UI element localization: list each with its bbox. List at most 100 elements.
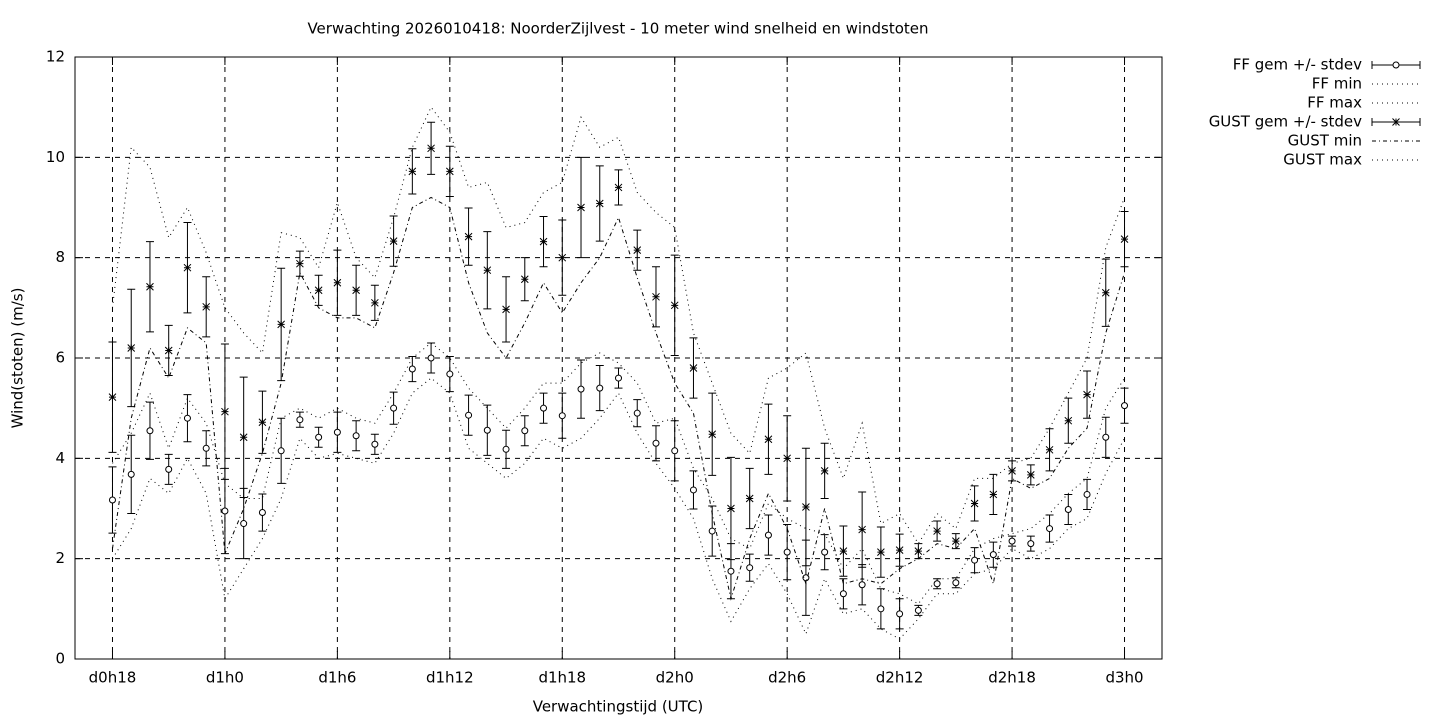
point <box>727 504 735 513</box>
point <box>783 454 792 463</box>
point <box>445 167 454 176</box>
point <box>764 531 772 539</box>
point <box>483 426 491 434</box>
legend-label: FF min <box>1312 75 1362 93</box>
point <box>202 302 211 311</box>
point <box>839 590 847 598</box>
y-tick-label: 6 <box>55 349 65 367</box>
point <box>127 344 136 352</box>
point <box>352 286 360 295</box>
x-tick-label: d3h0 <box>1105 669 1143 687</box>
point <box>745 494 754 503</box>
point <box>877 548 885 556</box>
point <box>502 305 510 314</box>
point <box>858 525 866 534</box>
point <box>277 320 286 329</box>
point <box>296 416 304 424</box>
point <box>1121 402 1129 410</box>
point <box>296 259 304 268</box>
point <box>614 183 623 192</box>
point <box>540 404 548 412</box>
point <box>764 435 773 444</box>
point <box>315 433 323 441</box>
point <box>408 365 416 373</box>
point <box>240 520 248 528</box>
x-tick-label: d2h12 <box>876 669 924 687</box>
point <box>895 546 904 554</box>
point <box>502 445 510 453</box>
point <box>108 496 116 504</box>
point <box>127 470 135 478</box>
point <box>633 246 642 254</box>
point <box>708 430 717 439</box>
point <box>1083 490 1091 498</box>
point <box>896 610 904 618</box>
legend-label: GUST max <box>1283 151 1362 169</box>
line <box>112 377 1125 640</box>
point <box>183 263 192 272</box>
point <box>746 564 754 572</box>
point <box>1083 390 1091 399</box>
point <box>183 414 191 422</box>
x-tick-label: d2h18 <box>988 669 1036 687</box>
point <box>239 433 248 442</box>
legend-label: FF gem +/- stdev <box>1233 56 1362 74</box>
line <box>111 106 1125 545</box>
point <box>427 144 435 153</box>
point <box>146 427 154 435</box>
x-tick-label: d1h0 <box>206 669 244 687</box>
point <box>521 427 529 435</box>
point <box>1064 416 1073 425</box>
point <box>558 412 566 420</box>
point <box>1045 445 1054 454</box>
legend-label: GUST min <box>1288 132 1362 150</box>
point <box>652 439 660 447</box>
point <box>989 551 997 559</box>
point <box>258 509 266 517</box>
x-tick-label: d1h6 <box>318 669 356 687</box>
point <box>1392 61 1400 69</box>
legend-label: FF max <box>1307 94 1362 112</box>
point <box>520 275 529 284</box>
y-axis-label: Wind(stoten) (m/s) <box>9 288 27 429</box>
point <box>333 278 342 287</box>
point <box>314 286 323 295</box>
point <box>951 537 960 545</box>
point <box>914 606 922 614</box>
chart-title: Verwachting 2026010418: NoorderZijlvest … <box>307 20 928 38</box>
point <box>577 203 585 212</box>
point <box>727 567 735 575</box>
point <box>165 465 173 473</box>
point <box>558 253 567 262</box>
point <box>633 409 641 417</box>
point <box>333 428 341 436</box>
point <box>464 232 473 241</box>
point <box>390 404 398 412</box>
point <box>1027 540 1035 548</box>
point <box>221 507 229 515</box>
point <box>1064 506 1072 514</box>
point <box>971 556 979 564</box>
x-tick-label: d0h18 <box>89 669 137 687</box>
x-tick-label: d1h12 <box>426 669 474 687</box>
y-tick-label: 12 <box>46 48 65 66</box>
point <box>839 547 848 555</box>
point <box>277 447 285 455</box>
point <box>783 548 791 556</box>
point <box>595 199 604 208</box>
point <box>465 411 473 419</box>
point <box>671 447 679 455</box>
point <box>858 581 866 589</box>
point <box>952 579 960 587</box>
point <box>615 374 622 382</box>
point <box>446 370 454 378</box>
point <box>108 393 117 401</box>
point <box>258 418 267 427</box>
point <box>1008 537 1016 545</box>
point <box>708 527 716 535</box>
x-tick-label: d2h0 <box>656 669 694 687</box>
point <box>539 237 548 246</box>
point <box>670 301 679 310</box>
point <box>1046 525 1054 533</box>
